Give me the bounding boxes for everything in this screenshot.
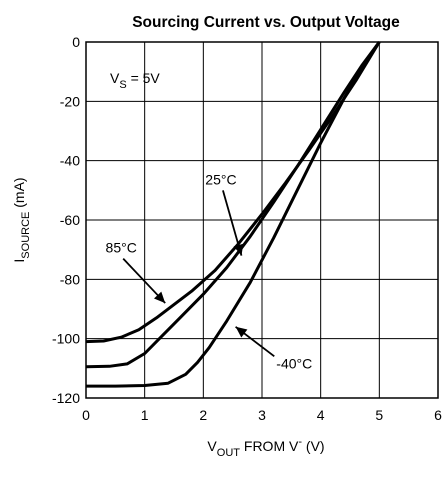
xlabel-rest: FROM V <box>240 438 299 454</box>
grid <box>86 42 438 398</box>
y-tick-label: 0 <box>72 34 80 50</box>
annotation-label: 85°C <box>106 240 137 256</box>
y-tick-label: -60 <box>60 212 80 228</box>
supply-voltage-label: VS = 5V <box>110 70 160 91</box>
x-tick-label: 2 <box>199 407 207 423</box>
plot-frame <box>85 41 439 399</box>
ylabel-unit: (mA) <box>11 177 27 211</box>
x-tick-label: 0 <box>82 407 90 423</box>
y-tick-label: -20 <box>60 93 80 109</box>
x-axis-ticks: 0 1 2 3 4 5 6 <box>82 407 442 423</box>
y-axis-ticks: 0 -20 -40 -60 -80 -100 -120 <box>52 34 80 406</box>
ylabel-sub: SOURCE <box>20 212 32 259</box>
y-tick-label: -40 <box>60 153 80 169</box>
vs-main: V <box>110 70 120 86</box>
xlabel-main: V <box>207 438 217 454</box>
series-line <box>85 41 381 344</box>
y-tick-label: -100 <box>52 331 80 347</box>
chart-title: Sourcing Current vs. Output Voltage <box>132 14 400 31</box>
y-tick-label: -80 <box>60 271 80 287</box>
xlabel-unit: (V) <box>302 438 325 454</box>
series-lines <box>85 41 381 388</box>
ylabel-main: I <box>11 259 27 263</box>
annotation-arrowhead <box>233 243 244 256</box>
x-tick-label: 6 <box>434 407 442 423</box>
x-tick-label: 1 <box>141 407 149 423</box>
vs-sub: S <box>119 79 126 91</box>
series-line <box>85 41 381 369</box>
annotation-arrows: 85°C 25°C -40°C <box>106 171 313 371</box>
annotation-arrow-line <box>222 190 243 256</box>
x-tick-label: 4 <box>317 407 325 423</box>
x-tick-label: 5 <box>375 407 383 423</box>
x-tick-label: 3 <box>258 407 266 423</box>
y-tick-label: -120 <box>52 390 80 406</box>
xlabel-sub: OUT <box>217 447 241 459</box>
annotation-arrowhead <box>154 291 166 304</box>
annotation-label: -40°C <box>276 355 312 371</box>
series-line <box>86 41 381 388</box>
y-axis-label: ISOURCE (mA) <box>11 177 32 262</box>
x-axis-label: VOUT FROM V- (V) <box>207 436 324 459</box>
xlabel-sup: - <box>298 436 302 448</box>
annotation-label: 25°C <box>205 171 236 187</box>
annotation-arrowhead <box>235 326 248 338</box>
vs-rest: = 5V <box>127 70 161 86</box>
